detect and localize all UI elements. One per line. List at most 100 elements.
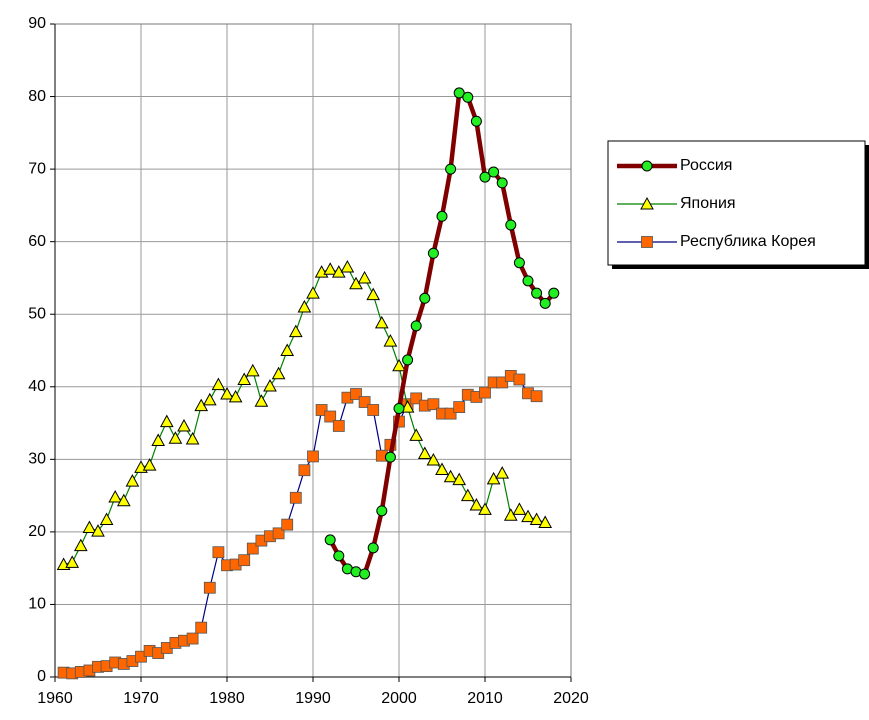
marker <box>91 524 105 537</box>
x-tick-label: 2000 <box>381 690 417 707</box>
marker <box>289 491 302 504</box>
y-tick-label: 40 <box>28 378 46 395</box>
marker <box>357 270 372 284</box>
marker <box>436 210 448 222</box>
marker <box>513 373 526 386</box>
marker <box>443 469 458 483</box>
marker <box>393 403 405 415</box>
marker <box>340 260 355 273</box>
series-line <box>63 375 537 674</box>
marker <box>366 287 381 301</box>
marker <box>99 512 114 526</box>
marker <box>384 451 396 463</box>
marker <box>350 388 362 400</box>
y-tick-label: 70 <box>28 160 46 177</box>
marker <box>513 257 525 269</box>
marker <box>505 219 517 231</box>
marker <box>288 324 303 338</box>
marker <box>333 550 345 562</box>
marker <box>238 554 251 567</box>
marker <box>186 632 199 645</box>
marker <box>435 462 449 475</box>
marker <box>185 431 200 445</box>
marker <box>426 453 441 466</box>
marker <box>142 458 157 471</box>
marker <box>427 247 439 259</box>
marker <box>281 518 294 531</box>
marker <box>470 115 482 127</box>
marker <box>315 404 328 416</box>
marker <box>496 177 508 189</box>
marker <box>82 520 97 534</box>
marker <box>376 505 388 517</box>
marker <box>212 546 225 559</box>
marker <box>151 433 166 446</box>
marker <box>479 386 491 399</box>
marker <box>478 502 492 515</box>
marker <box>271 366 286 380</box>
marker <box>529 512 544 526</box>
marker <box>531 287 543 299</box>
marker <box>548 287 560 299</box>
marker <box>392 358 406 372</box>
x-tick-label: 2020 <box>553 690 589 707</box>
y-tick-label: 80 <box>28 88 46 105</box>
marker <box>168 431 183 444</box>
marker <box>254 394 269 407</box>
marker <box>202 392 217 406</box>
marker <box>539 297 551 309</box>
legend-label: Россия <box>680 157 732 174</box>
marker <box>488 166 500 178</box>
marker <box>374 315 389 329</box>
marker <box>444 407 457 420</box>
y-tick-label: 60 <box>28 233 46 250</box>
marker <box>522 275 534 287</box>
marker <box>410 392 423 405</box>
y-tick-label: 20 <box>28 523 46 540</box>
marker <box>298 464 311 477</box>
marker <box>237 372 252 386</box>
marker <box>280 343 295 356</box>
marker <box>453 401 466 413</box>
marker <box>453 87 465 99</box>
marker <box>177 418 191 432</box>
marker <box>228 389 243 403</box>
marker <box>462 91 474 103</box>
marker <box>359 568 371 580</box>
marker <box>427 398 440 411</box>
marker <box>203 581 216 594</box>
marker <box>538 515 553 528</box>
y-tick-label: 90 <box>28 15 46 32</box>
marker <box>159 414 174 428</box>
marker <box>512 502 527 515</box>
marker <box>65 555 80 568</box>
marker <box>530 390 543 403</box>
y-tick-label: 10 <box>28 596 46 613</box>
marker <box>521 509 535 523</box>
marker <box>263 379 277 392</box>
y-tick-label: 50 <box>28 305 46 322</box>
x-tick-label: 1990 <box>295 690 331 707</box>
marker <box>73 538 88 552</box>
x-tick-label: 1960 <box>37 690 73 707</box>
y-tick-label: 0 <box>37 668 46 685</box>
marker <box>419 292 431 304</box>
y-tick-label: 30 <box>28 451 46 468</box>
marker <box>272 527 285 540</box>
marker <box>402 354 414 366</box>
marker <box>324 534 336 546</box>
legend-marker <box>640 196 654 210</box>
marker <box>410 320 422 332</box>
series-line <box>328 90 556 577</box>
marker <box>307 450 319 463</box>
marker <box>125 474 140 487</box>
marker <box>367 542 379 554</box>
marker <box>358 396 371 408</box>
x-tick-label: 1980 <box>209 690 245 707</box>
marker <box>246 542 259 555</box>
marker <box>332 420 345 432</box>
marker <box>306 286 320 299</box>
marker <box>245 363 260 377</box>
marker <box>496 376 509 389</box>
